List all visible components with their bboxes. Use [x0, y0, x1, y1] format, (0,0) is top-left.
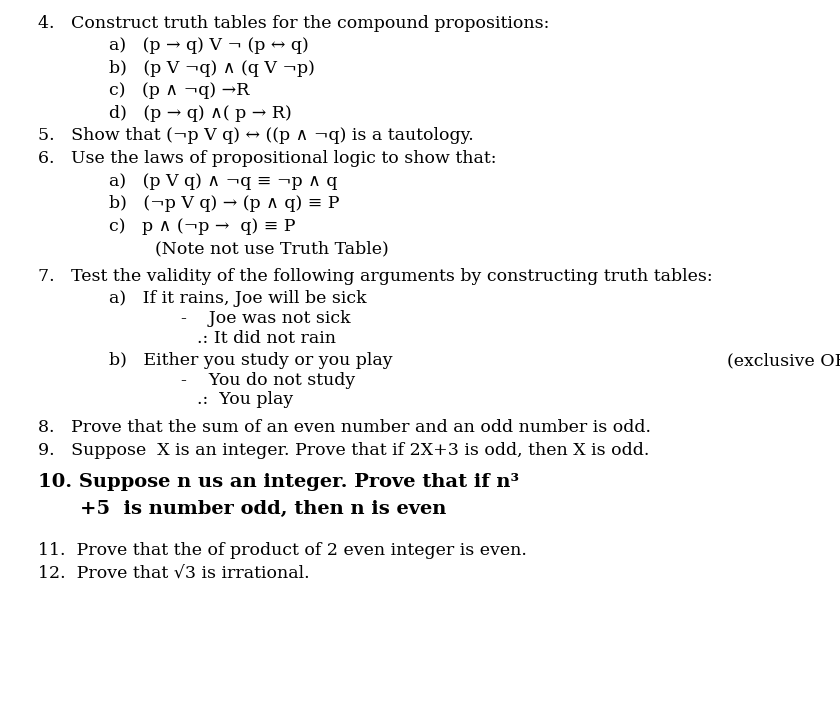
Text: .: It did not rain: .: It did not rain — [197, 329, 336, 347]
Text: 12.  Prove that √3 is irrational.: 12. Prove that √3 is irrational. — [38, 566, 309, 583]
Text: c)   (p ∧ ¬q) →R: c) (p ∧ ¬q) →R — [109, 82, 249, 100]
Text: 8.   Prove that the sum of an even number and an odd number is odd.: 8. Prove that the sum of an even number … — [38, 419, 651, 436]
Text: a)   (p V q) ∧ ¬q ≡ ¬p ∧ q: a) (p V q) ∧ ¬q ≡ ¬p ∧ q — [109, 172, 338, 190]
Text: b)   (¬p V q) → (p ∧ q) ≡ P: b) (¬p V q) → (p ∧ q) ≡ P — [109, 195, 339, 212]
Text: c)   p ∧ (¬p →  q) ≡ P: c) p ∧ (¬p → q) ≡ P — [109, 217, 296, 235]
Text: 7.   Test the validity of the following arguments by constructing truth tables:: 7. Test the validity of the following ar… — [38, 268, 712, 285]
Text: 9.   Suppose  X is an integer. Prove that if 2X+3 is odd, then X is odd.: 9. Suppose X is an integer. Prove that i… — [38, 441, 649, 459]
Text: (Note not use Truth Table): (Note not use Truth Table) — [155, 240, 389, 257]
Text: -    You do not study: - You do not study — [181, 371, 354, 389]
Text: a)   (p → q) V ¬ (p ↔ q): a) (p → q) V ¬ (p ↔ q) — [109, 37, 309, 55]
Text: d)   (p → q) ∧( p → R): d) (p → q) ∧( p → R) — [109, 105, 292, 122]
Text: b)   Either you study or you play: b) Either you study or you play — [109, 352, 393, 369]
Text: 6.   Use the laws of propositional logic to show that:: 6. Use the laws of propositional logic t… — [38, 150, 496, 167]
Text: 11.  Prove that the of product of 2 even integer is even.: 11. Prove that the of product of 2 even … — [38, 542, 527, 559]
Text: 4.   Construct truth tables for the compound propositions:: 4. Construct truth tables for the compou… — [38, 15, 549, 32]
Text: a)   If it rains, Joe will be sick: a) If it rains, Joe will be sick — [109, 290, 367, 308]
Text: 10. Suppose n us an integer. Prove that if n³: 10. Suppose n us an integer. Prove that … — [38, 473, 519, 491]
Text: -    Joe was not sick: - Joe was not sick — [181, 310, 350, 327]
Text: 5.   Show that (¬p V q) ↔ ((p ∧ ¬q) is a tautology.: 5. Show that (¬p V q) ↔ ((p ∧ ¬q) is a t… — [38, 127, 474, 145]
Text: b)   (p V ¬q) ∧ (q V ¬p): b) (p V ¬q) ∧ (q V ¬p) — [109, 60, 315, 77]
Text: .:  You play: .: You play — [197, 391, 294, 409]
Text: +5  is number odd, then n is even: +5 is number odd, then n is even — [80, 500, 446, 518]
Text: (exclusive OR): (exclusive OR) — [727, 352, 840, 369]
